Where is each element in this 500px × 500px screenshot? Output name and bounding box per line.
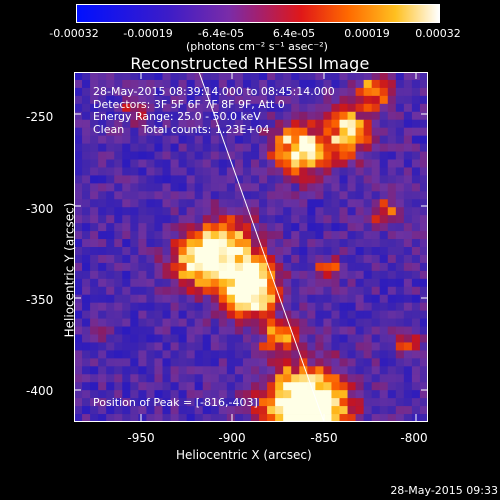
colorbar-tick: 0.00032: [415, 27, 461, 40]
rhessi-image-plot: [74, 72, 428, 422]
colorbar: [76, 4, 440, 23]
x-tick-label: -900: [218, 431, 246, 445]
y-tick-label: -400: [26, 384, 54, 398]
info-energy-range: Energy Range: 25.0 - 50.0 keV: [93, 110, 261, 123]
info-total-counts: Clean Total counts: 1.23E+04: [93, 122, 270, 136]
colorbar-unit: (photons cm⁻² s⁻¹ asec⁻²): [186, 40, 328, 53]
colorbar-tick: -0.00032: [49, 27, 99, 40]
y-tick-label: -350: [26, 293, 54, 307]
y-tick-label: -250: [26, 110, 54, 124]
x-axis-label: Heliocentric X (arcsec): [176, 448, 312, 462]
info-time-range: 28-May-2015 08:39:14.000 to 08:45:14.000: [93, 85, 335, 98]
y-tick-marks: [74, 113, 428, 391]
y-axis-label: Heliocentric Y (arcsec): [62, 202, 77, 338]
plot-title: Reconstructed RHESSI Image: [130, 54, 370, 73]
info-detectors: Detectors: 3F 5F 6F 7F 8F 9F, Att 0: [93, 97, 285, 111]
timestamp: 28-May-2015 09:33: [390, 484, 498, 497]
colorbar-tick: -6.4e-05: [197, 27, 245, 40]
colorbar-tick: 0.00019: [344, 27, 390, 40]
x-tick-label: -850: [310, 431, 338, 445]
x-tick-label: -800: [400, 431, 428, 445]
solar-limb-line: [198, 72, 325, 422]
image-pixels: [74, 72, 428, 422]
peak-position: Position of Peak = [-816,-403]: [93, 396, 258, 409]
y-tick-label: -300: [26, 202, 54, 216]
x-tick-label: -950: [127, 431, 155, 445]
colorbar-tick: 6.4e-05: [272, 27, 316, 40]
x-tick-marks: [140, 72, 417, 421]
colorbar-tick: -0.00019: [123, 27, 173, 40]
observation-info: 28-May-2015 08:39:14.000 to 08:45:14.000…: [93, 85, 335, 136]
